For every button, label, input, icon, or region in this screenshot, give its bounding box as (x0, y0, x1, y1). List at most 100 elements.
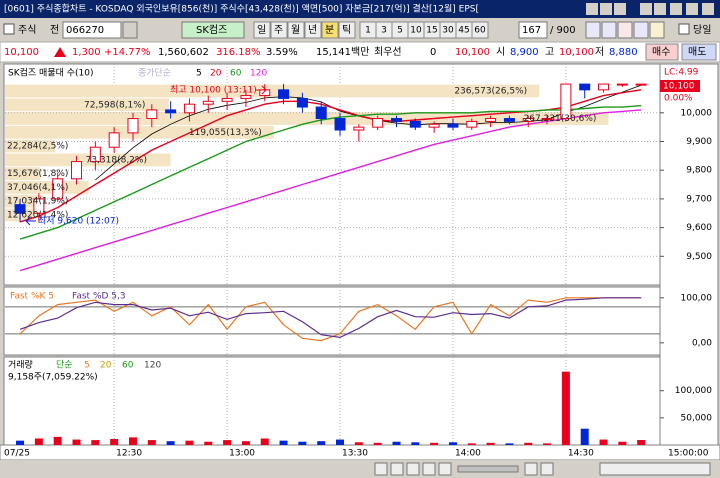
tool-icon[interactable] (649, 21, 665, 39)
nav-button[interactable] (390, 462, 404, 476)
legend-entry: 20 (210, 69, 222, 79)
volume-bar (618, 441, 627, 445)
candle-body (428, 123, 440, 128)
nav-button[interactable] (438, 462, 452, 476)
profile-bar (5, 139, 56, 153)
tool-icon[interactable] (633, 21, 649, 39)
name-box[interactable] (181, 21, 245, 39)
sell-button[interactable] (681, 43, 717, 61)
volume-bar (599, 439, 608, 445)
count-input[interactable] (518, 21, 548, 39)
checkbox[interactable] (3, 23, 15, 35)
period-button[interactable] (338, 21, 356, 39)
candle-body (127, 118, 139, 134)
window-button[interactable] (670, 3, 682, 15)
y-tick-label: 9,600 (686, 223, 712, 233)
code-input[interactable] (62, 21, 122, 39)
candle-body (315, 106, 327, 120)
period-button[interactable] (304, 21, 322, 39)
legend-entry: 5 (84, 361, 90, 371)
x-tick-label: 13:00 (229, 449, 255, 459)
window-button[interactable] (686, 3, 698, 15)
volume-bar (279, 440, 288, 445)
last-rate: 0.00% (664, 94, 693, 104)
volume-bar (354, 442, 363, 445)
period-button[interactable] (321, 21, 339, 39)
window-button[interactable] (600, 3, 612, 15)
candle-body (372, 118, 384, 128)
interval-label: 45 (458, 26, 469, 36)
candle-body (33, 198, 45, 214)
count: 167 (522, 25, 541, 36)
checkbox[interactable] (678, 23, 690, 35)
tool-icon[interactable] (601, 21, 617, 39)
turnover: 3.59% (266, 47, 298, 58)
volume-bar (185, 440, 194, 445)
low-label: 저 (595, 46, 604, 58)
candle-body (240, 95, 252, 99)
stoch-line (19, 297, 642, 342)
stock-name: SK컴즈 (196, 24, 227, 36)
candle-body (353, 126, 365, 131)
window-button[interactable] (702, 3, 714, 15)
volume-bar (411, 442, 420, 445)
candle-body (183, 103, 195, 114)
nav-button[interactable] (422, 462, 436, 476)
volume-panel (3, 356, 661, 446)
period-label: 주 (274, 25, 283, 36)
nav-button[interactable] (406, 462, 420, 476)
dropdown[interactable] (122, 21, 138, 39)
interval-button[interactable] (471, 21, 489, 39)
volume-bar (580, 428, 589, 445)
tool-icon[interactable] (617, 21, 633, 39)
high-label: 고 (545, 47, 554, 58)
window-button[interactable] (654, 3, 666, 15)
volume-bar (53, 436, 62, 445)
y-tick-label: 9,700 (686, 194, 712, 204)
scrollbar[interactable] (457, 465, 519, 473)
open: 8,900 (510, 47, 539, 58)
nav-button[interactable] (524, 462, 538, 476)
candle-body (485, 118, 497, 122)
candle-body (409, 120, 421, 128)
interval-label: 15 (426, 26, 437, 36)
candle-body (296, 97, 308, 108)
high-note: 최고 10,100 (13:11) (170, 85, 257, 96)
legend-entry: 60 (122, 361, 134, 371)
open-label: 시 (496, 46, 505, 58)
x-tick-label: 12:30 (116, 449, 142, 459)
volume-bar (72, 439, 81, 445)
zoom-controls[interactable] (599, 462, 711, 476)
period-button[interactable] (287, 21, 305, 39)
legend-entry: Fast %K 5 (10, 292, 54, 302)
legend-label: 종가단순 (138, 68, 171, 79)
window-button[interactable] (614, 3, 626, 15)
buy-button[interactable] (645, 43, 679, 61)
volume-bar (223, 440, 232, 445)
end-label: 15:00:00 (668, 449, 709, 459)
volume-bar (317, 441, 326, 445)
candle-body (390, 118, 402, 122)
window-button[interactable] (586, 3, 598, 15)
best: 0 (430, 47, 436, 58)
period-label: 월 (291, 24, 300, 36)
date-label: 07/25 (4, 449, 30, 459)
volume-bar (128, 437, 137, 445)
candle-body (560, 83, 572, 120)
y-tick-label: 9,500 (686, 252, 712, 262)
panel-title: 거래량 (8, 359, 33, 371)
y-tick-label: 0,00 (692, 338, 712, 348)
period-button[interactable] (270, 21, 288, 39)
nav-button[interactable] (374, 462, 388, 476)
tool-icon[interactable] (585, 21, 601, 39)
ma-line (19, 104, 642, 240)
candle-body (598, 83, 610, 91)
y-tick-label: 50,000 (681, 413, 713, 423)
profile-label: 15,676(1,8%) (7, 169, 68, 179)
candle-body (616, 83, 628, 86)
candle-body (278, 89, 290, 99)
period-button[interactable] (253, 21, 271, 39)
nav-button[interactable] (540, 462, 554, 476)
window-button[interactable] (640, 3, 652, 15)
panel-title: SK컴즈 매물대 수(10) (8, 67, 94, 79)
